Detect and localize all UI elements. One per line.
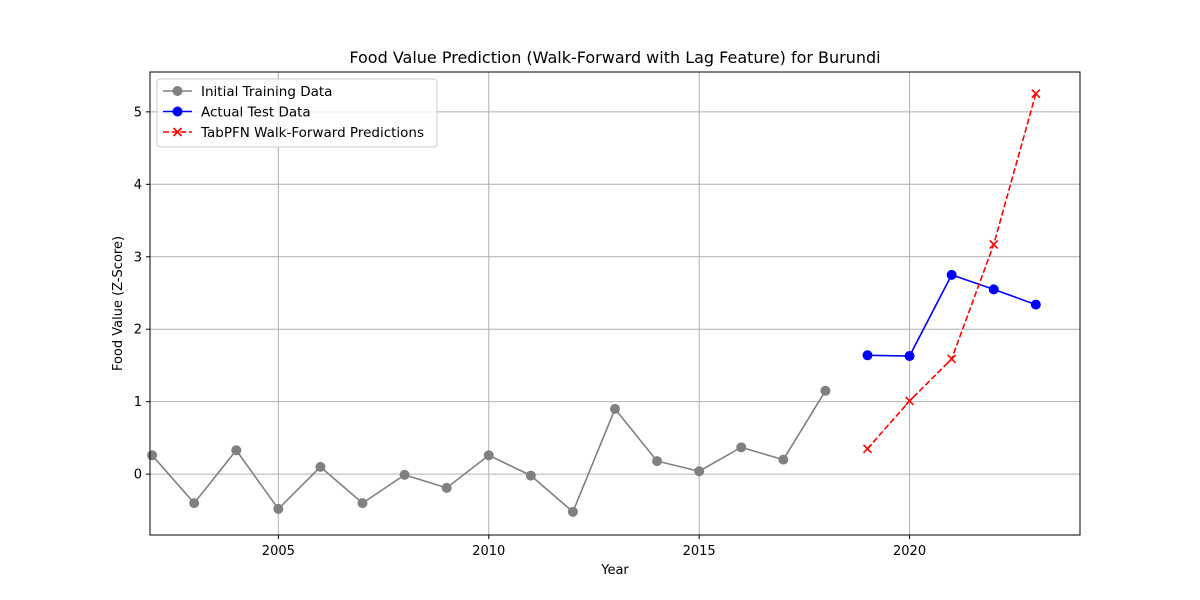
series-3 xyxy=(862,89,1041,454)
legend-label: TabPFN Walk-Forward Predictions xyxy=(200,125,424,141)
axis-ticks: 2005 2010 2015 2020 0 1 2 3 4 5 xyxy=(134,105,926,559)
legend-box xyxy=(156,78,438,148)
data-point xyxy=(905,396,915,406)
data-point xyxy=(147,450,158,461)
chart-title: Food Value Prediction (Walk-Forward with… xyxy=(349,48,880,67)
series-2 xyxy=(862,269,1041,362)
data-point xyxy=(736,442,747,453)
legend-marker xyxy=(172,106,183,117)
data-point xyxy=(273,503,284,514)
data-point xyxy=(989,239,999,250)
data-point xyxy=(357,498,368,509)
data-point xyxy=(315,461,326,472)
y-tick-label: 5 xyxy=(134,105,142,120)
legend-entry: TabPFN Walk-Forward Predictions xyxy=(163,125,424,141)
x-tick-label: 2015 xyxy=(683,544,716,559)
series-layer xyxy=(147,89,1041,517)
y-tick-label: 2 xyxy=(134,323,142,338)
data-point xyxy=(189,498,200,509)
legend-entry: Initial Training Data xyxy=(163,84,332,100)
legend: Initial Training Data Actual Test Data Tab… xyxy=(156,78,438,148)
data-point xyxy=(610,403,620,414)
data-point xyxy=(904,351,915,362)
data-point xyxy=(441,482,452,493)
data-point xyxy=(946,269,957,280)
x-axis-label: Year xyxy=(600,563,629,578)
y-axis-label: Food Value (Z-Score) xyxy=(111,236,126,371)
data-point xyxy=(820,385,831,396)
x-tick-label: 2010 xyxy=(472,544,505,559)
grid xyxy=(150,72,1080,535)
data-point xyxy=(399,469,410,480)
legend-marker xyxy=(172,127,183,137)
data-point xyxy=(652,456,663,467)
data-point xyxy=(567,506,578,517)
data-point xyxy=(862,444,873,454)
legend-label: Actual Test Data xyxy=(201,105,311,121)
legend-label: Initial Training Data xyxy=(201,84,332,100)
data-point xyxy=(862,350,873,361)
series-1 xyxy=(147,385,831,517)
x-tick-label: 2005 xyxy=(262,544,295,559)
data-point xyxy=(988,284,999,295)
data-point xyxy=(694,466,705,477)
data-point xyxy=(525,470,536,481)
data-point xyxy=(1030,299,1041,310)
data-point xyxy=(947,354,957,364)
legend-marker xyxy=(172,86,183,96)
x-tick-label: 2020 xyxy=(893,544,926,559)
data-point xyxy=(778,454,789,465)
plot-area-frame xyxy=(149,71,1081,536)
legend-entry: Actual Test Data xyxy=(163,105,311,121)
y-tick-label: 4 xyxy=(134,178,142,193)
y-tick-label: 3 xyxy=(134,250,142,265)
y-tick-label: 0 xyxy=(134,468,142,483)
data-point xyxy=(1031,89,1041,99)
data-point xyxy=(483,450,494,461)
data-point xyxy=(231,445,242,456)
y-tick-label: 1 xyxy=(134,395,142,410)
